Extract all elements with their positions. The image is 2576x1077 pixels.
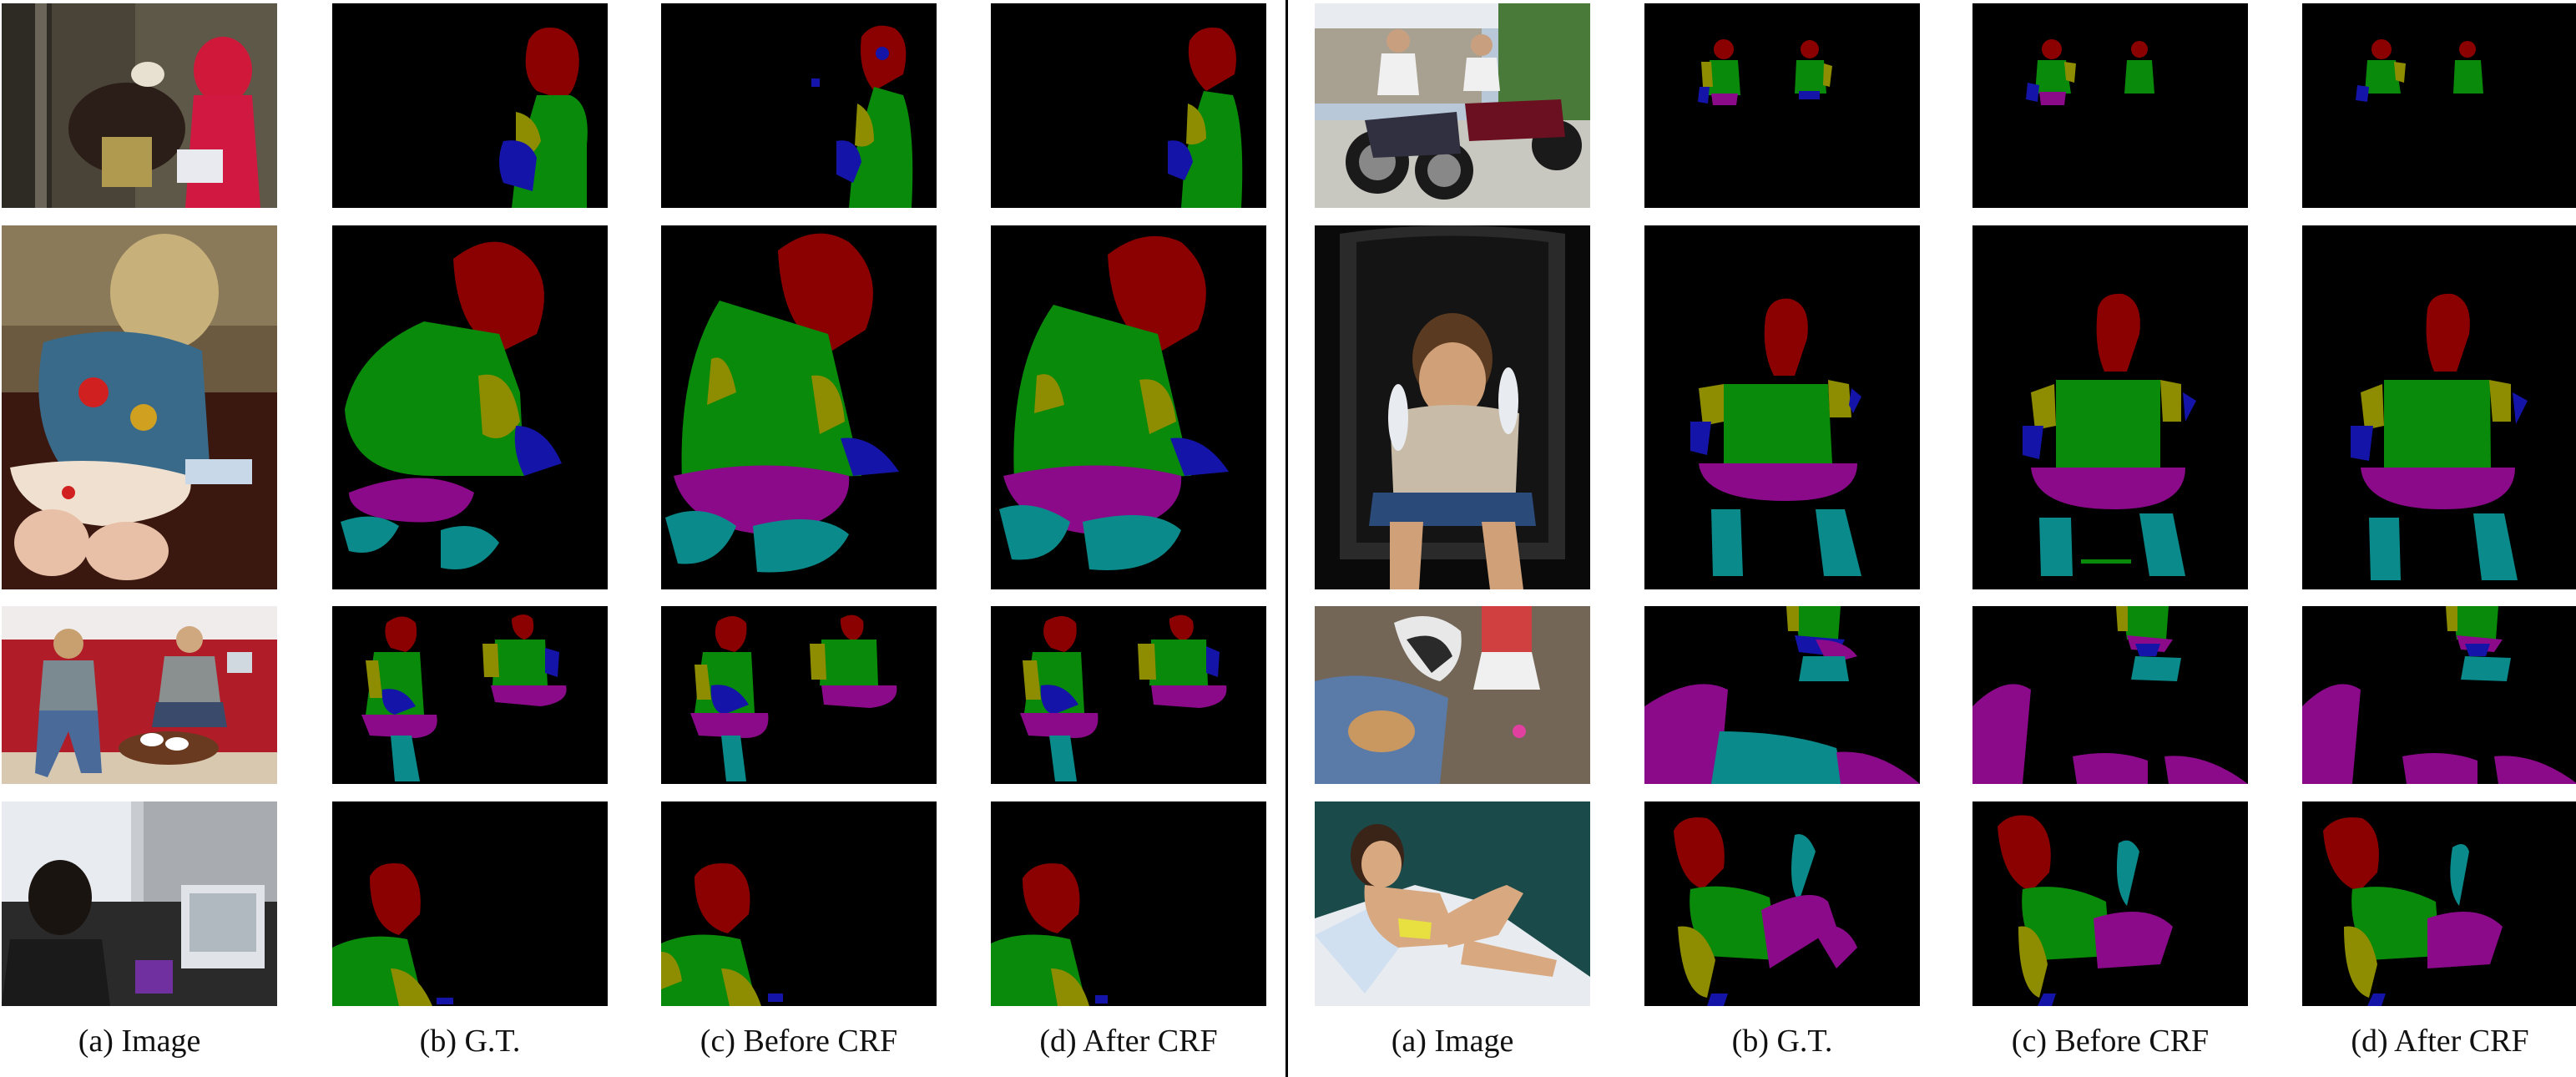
- gt-mask-row1-left: [332, 3, 608, 208]
- caption-b-gt-left: (b) G.T.: [419, 1024, 521, 1059]
- pred-after-crf-row3-right: [2302, 606, 2576, 784]
- vertical-divider: [1285, 0, 1288, 1077]
- caption-b-gt-right: (b) G.T.: [1731, 1024, 1833, 1059]
- gt-mask-row4-right: [1644, 801, 1920, 1006]
- caption-a-image-right: (a) Image: [1391, 1024, 1514, 1059]
- pred-after-crf-row2-right: [2302, 225, 2576, 589]
- pred-after-crf-row2-left: [991, 225, 1266, 589]
- gt-mask-row2-left: [332, 225, 608, 589]
- caption-c-before-crf-left: (c) Before CRF: [700, 1024, 898, 1059]
- photo-two-men-on-couch: [2, 606, 277, 784]
- photo-man-at-computer: [2, 801, 277, 1006]
- photo-people-with-dogs: [1315, 606, 1590, 784]
- pred-before-crf-row4-right: [1972, 801, 2248, 1006]
- photo-child-in-stroller: [1315, 225, 1590, 589]
- pred-before-crf-row2-left: [661, 225, 937, 589]
- pred-after-crf-row1-left: [991, 3, 1266, 208]
- gt-mask-row3-right: [1644, 606, 1920, 784]
- pred-before-crf-row3-right: [1972, 606, 2248, 784]
- pred-before-crf-row2-right: [1972, 225, 2248, 589]
- gt-mask-row1-right: [1644, 3, 1920, 208]
- pred-before-crf-row3-left: [661, 606, 937, 784]
- caption-d-after-crf-right: (d) After CRF: [2351, 1024, 2529, 1059]
- caption-a-image-left: (a) Image: [78, 1024, 201, 1059]
- photo-toddler-on-sofa: [2, 225, 277, 589]
- pred-before-crf-row1-right: [1972, 3, 2248, 208]
- pred-after-crf-row3-left: [991, 606, 1266, 784]
- pred-after-crf-row4-right: [2302, 801, 2576, 1006]
- gt-mask-row2-right: [1644, 225, 1920, 589]
- pred-before-crf-row1-left: [661, 3, 937, 208]
- pred-after-crf-row1-right: [2302, 3, 2576, 208]
- gt-mask-row3-left: [332, 606, 608, 784]
- photo-child-feeding-calf: [2, 3, 277, 208]
- caption-d-after-crf-left: (d) After CRF: [1039, 1024, 1218, 1059]
- photo-men-with-motorcycles: [1315, 3, 1590, 208]
- pred-before-crf-row4-left: [661, 801, 937, 1006]
- pred-after-crf-row4-left: [991, 801, 1266, 1006]
- caption-c-before-crf-right: (c) Before CRF: [2011, 1024, 2210, 1059]
- photo-woman-on-boat: [1315, 801, 1590, 1006]
- gt-mask-row4-left: [332, 801, 608, 1006]
